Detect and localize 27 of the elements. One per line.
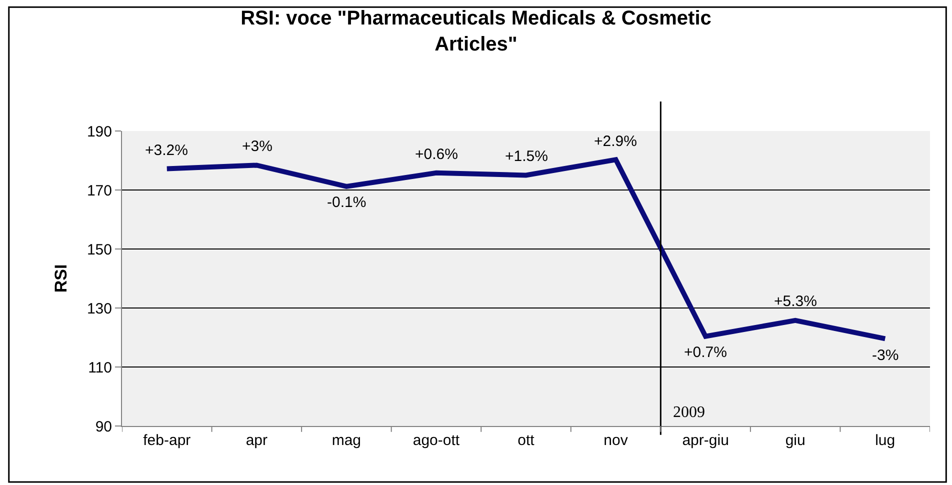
annotation: +0.6%	[415, 146, 458, 163]
ref-line-label: 2009	[673, 404, 705, 421]
x-tick-label: ago-ott	[412, 432, 460, 449]
annotation: +1.5%	[505, 148, 548, 165]
annotation: +5.3%	[774, 293, 817, 310]
x-tick-label: apr-giu	[682, 432, 729, 449]
y-tick-label: 170	[86, 182, 112, 200]
y-tick-label: 110	[88, 359, 112, 376]
x-tick-label: mag	[332, 432, 362, 449]
x-tick-label: nov	[604, 432, 628, 449]
annotation: +2.9%	[594, 133, 637, 150]
y-tick-label: 150	[86, 241, 112, 258]
y-tick-label: 190	[86, 123, 112, 140]
annotation: -0.1%	[327, 194, 366, 211]
x-tick-label: ott	[518, 432, 536, 449]
annotation: +3.2%	[145, 142, 188, 159]
x-tick-label: giu	[785, 432, 806, 449]
y-tick-label: 90	[95, 418, 112, 436]
annotation: +0.7%	[684, 344, 727, 361]
y-axis-title: RSI	[52, 264, 71, 293]
x-tick-label: apr	[246, 432, 268, 449]
chart-title: RSI: voce "Pharmaceuticals Medicals & Cosmetic Articles"	[240, 7, 712, 56]
x-tick-label: feb-apr	[143, 432, 191, 449]
x-tick-label: lug	[875, 432, 896, 449]
annotation: +3%	[242, 138, 272, 155]
annotation: -3%	[872, 347, 899, 364]
y-tick-label: 130	[86, 300, 112, 318]
